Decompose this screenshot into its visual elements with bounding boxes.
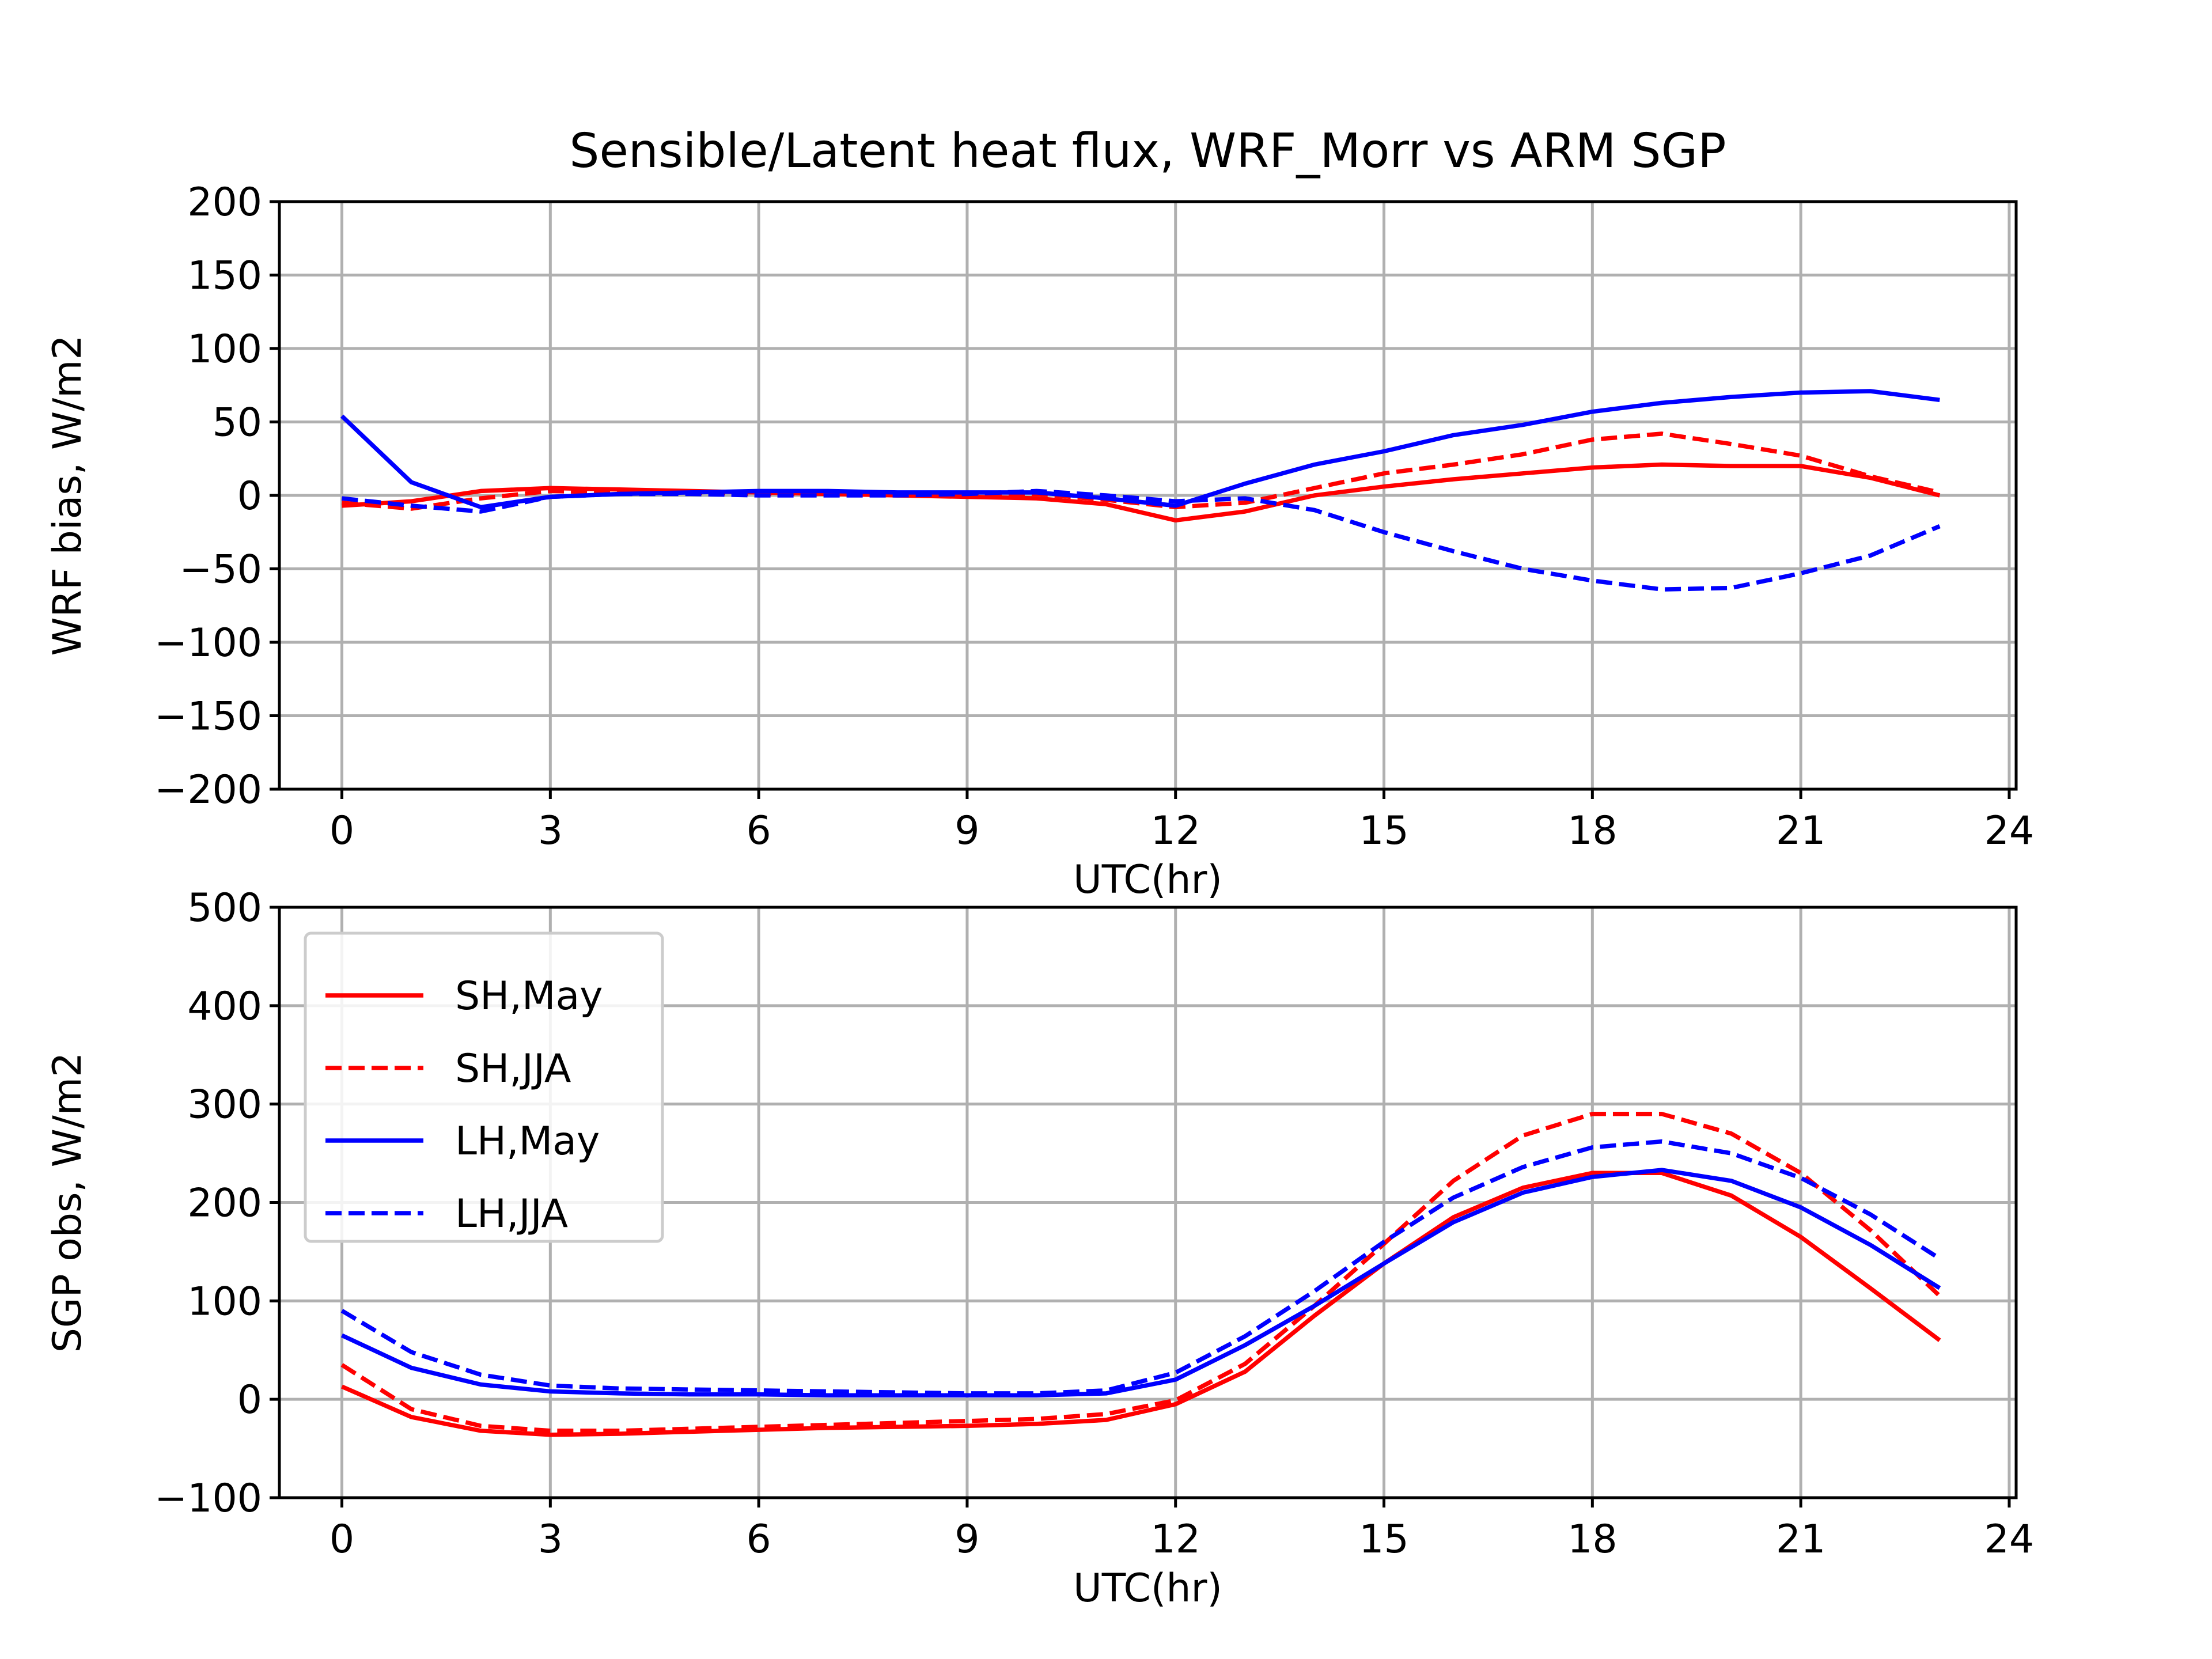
series-line-sh-jja [342, 431, 1941, 511]
x-tick-label: 18 [1567, 808, 1618, 854]
chart-title: Sensible/Latent heat flux, WRF_Morr vs A… [569, 124, 1726, 179]
y-tick-label: 200 [187, 1181, 262, 1226]
y-tick-label: −150 [154, 694, 262, 740]
y-tick-label: 100 [187, 327, 262, 372]
y-tick-label: −100 [154, 1476, 262, 1521]
series-line-lh-may [340, 1168, 1941, 1398]
series-line-sh-may [340, 1171, 1941, 1437]
y-tick-label: 100 [187, 1279, 262, 1324]
x-tick-label: 0 [329, 1517, 354, 1562]
x-tick-label: 15 [1359, 808, 1409, 854]
series-line-sh-may [342, 462, 1941, 523]
x-tick-label: 9 [955, 1517, 979, 1562]
y-axis-label: WRF bias, W/m2 [45, 335, 90, 656]
y-tick-label: 500 [187, 885, 262, 931]
y-axis-label: SGP obs, W/m2 [45, 1052, 90, 1353]
y-tick-label: 150 [187, 253, 262, 299]
legend-box [304, 931, 664, 1243]
x-tick-label: 3 [538, 1517, 563, 1562]
x-tick-label: 12 [1150, 808, 1200, 854]
y-tick-label: −100 [154, 620, 262, 666]
x-tick-label: 15 [1359, 1517, 1409, 1562]
obs-panel: 0 3 6 9 12 15 18 21 24 −100 0 100 200 300 400 500 UTC(hr… [45, 885, 2034, 1611]
x-tick-label: 6 [747, 808, 771, 854]
x-tick-label: 21 [1776, 808, 1826, 854]
x-tick-label: 3 [538, 808, 563, 854]
legend-label: LH,JJA [455, 1191, 568, 1237]
bias-panel: 0 3 6 9 12 15 18 21 24 −200 −150 −100 −50 0 50 100 150 20… [45, 124, 2034, 903]
x-tick-label: 0 [329, 808, 354, 854]
legend-label: SH,May [455, 974, 603, 1019]
y-tick-label: 0 [237, 474, 262, 519]
x-tick-label: 24 [1984, 808, 2035, 854]
x-axis-label: UTC(hr) [1073, 857, 1222, 903]
x-tick-label: 12 [1150, 1517, 1200, 1562]
y-tick-label: 200 [187, 180, 262, 225]
x-tick-label: 6 [747, 1517, 771, 1562]
x-axis-label: UTC(hr) [1073, 1566, 1222, 1611]
series-line-sh-jja [340, 1112, 1941, 1433]
y-tick-label: 300 [187, 1082, 262, 1128]
x-tick-label: 24 [1984, 1517, 2035, 1562]
series-line-lh-jja [340, 1139, 1941, 1396]
legend-label: LH,May [455, 1119, 600, 1164]
legend-label: SH,JJA [455, 1046, 571, 1092]
x-tick-label: 9 [955, 808, 979, 854]
x-tick-label: 18 [1567, 1517, 1618, 1562]
x-tick-label: 21 [1776, 1517, 1826, 1562]
y-tick-label: 50 [212, 400, 262, 446]
series-line-lh-jja [342, 488, 1941, 592]
y-tick-label: 400 [187, 984, 262, 1029]
y-tick-label: 0 [237, 1377, 262, 1423]
y-tick-label: −50 [179, 547, 262, 593]
y-tick-label: −200 [154, 767, 262, 813]
